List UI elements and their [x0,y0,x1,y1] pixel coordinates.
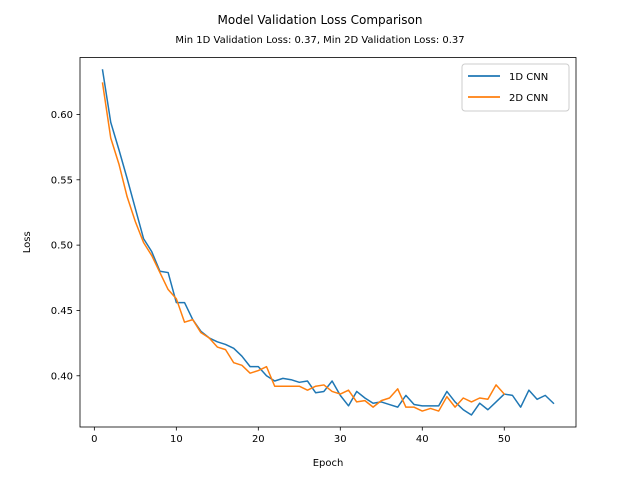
x-tick-label: 0 [91,434,97,445]
y-axis-label: Loss [22,231,33,253]
x-tick-label: 30 [334,434,347,445]
chart-subtitle: Min 1D Validation Loss: 0.37, Min 2D Val… [175,35,464,46]
y-tick-label: 0.50 [51,241,73,252]
chart-title: Model Validation Loss Comparison [218,13,423,27]
series-layer [101,69,555,416]
x-axis-label: Epoch [313,458,344,469]
series-line-2d-cnn [101,82,506,412]
x-axis-ticks: 0 10 20 30 40 50 [91,427,511,445]
legend-label-1d-cnn: 1D CNN [509,72,548,83]
y-tick-label: 0.45 [51,306,73,317]
y-axis-ticks: 0.40 0.45 0.50 0.55 0.60 [51,110,80,382]
legend-label-2d-cnn: 2D CNN [509,93,548,104]
legend: 1D CNN 2D CNN [461,63,570,112]
x-tick-label: 50 [498,434,511,445]
x-tick-label: 40 [416,434,429,445]
plot-area [79,57,577,428]
y-tick-label: 0.60 [51,110,73,121]
y-tick-label: 0.55 [51,175,73,186]
y-tick-label: 0.40 [51,371,73,382]
x-tick-label: 10 [170,434,183,445]
x-tick-label: 20 [252,434,265,445]
axes-frame [79,57,577,428]
